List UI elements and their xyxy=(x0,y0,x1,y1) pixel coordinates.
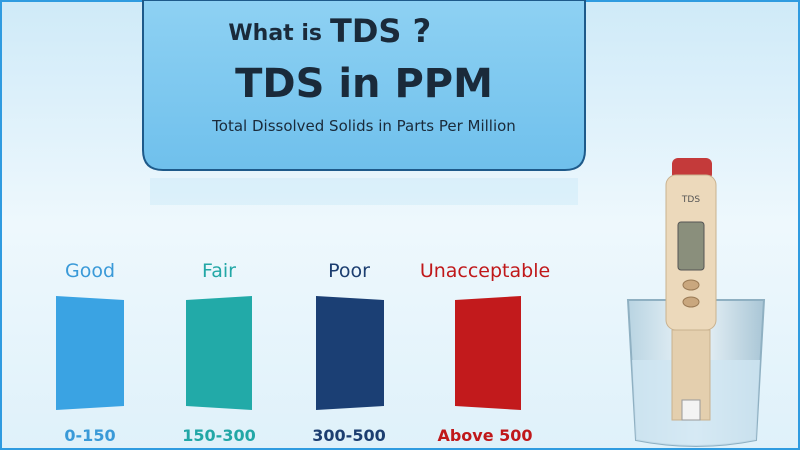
device-label: TDS xyxy=(681,195,700,205)
title: TDS in PPM xyxy=(235,61,493,107)
level-swatch xyxy=(186,296,252,410)
level-label: Poor xyxy=(328,260,370,282)
level-range: Above 500 xyxy=(437,426,532,445)
tds-meter: TDS xyxy=(626,158,766,447)
subtitle: Total Dissolved Solids in Parts Per Mill… xyxy=(211,117,516,135)
level-range: 300-500 xyxy=(312,426,385,445)
header-box xyxy=(142,0,586,171)
header-reflection xyxy=(150,178,578,205)
question-term: TDS ? xyxy=(330,12,431,50)
level-range: 150-300 xyxy=(182,426,255,445)
level-label: Fair xyxy=(202,260,236,282)
question-prefix: What is xyxy=(228,21,322,46)
level-range: 0-150 xyxy=(64,426,115,445)
level-swatch xyxy=(455,296,521,410)
level-label: Unacceptable xyxy=(420,260,550,282)
level-swatch xyxy=(56,296,124,410)
level-swatch xyxy=(316,296,384,410)
level-label: Good xyxy=(65,260,115,282)
